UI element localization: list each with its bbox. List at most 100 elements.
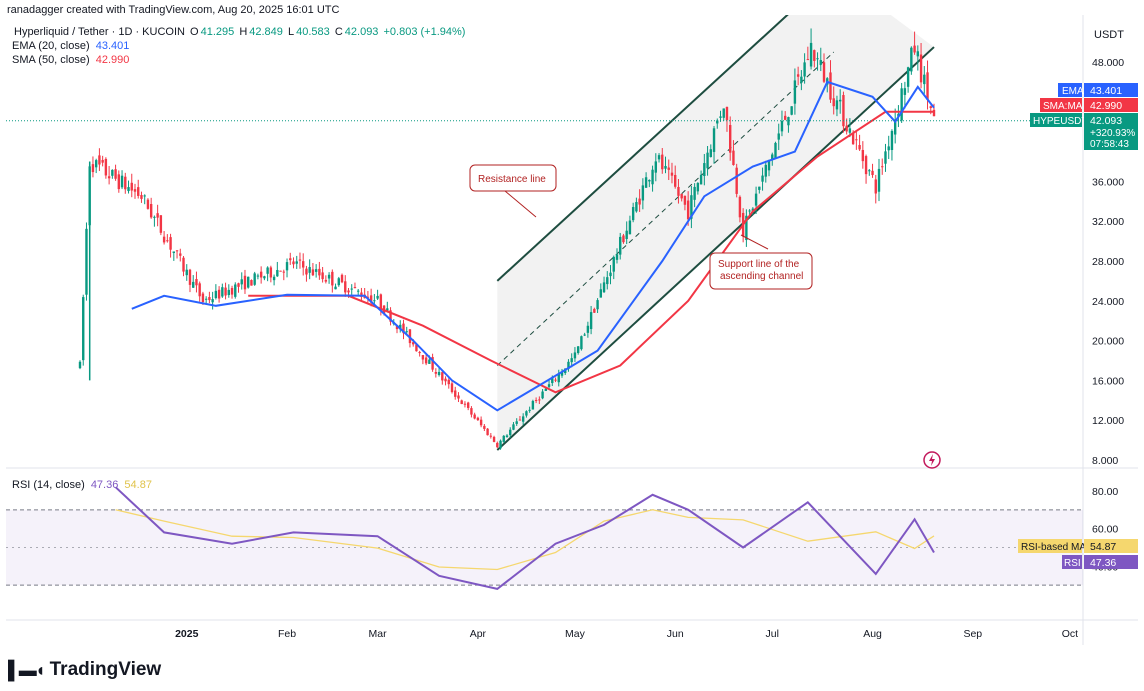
resistance-callout[interactable]: Resistance line bbox=[469, 164, 557, 218]
candle-body bbox=[305, 268, 308, 275]
candle-body bbox=[887, 146, 890, 151]
candle-body bbox=[149, 204, 153, 218]
candle-body bbox=[263, 276, 266, 279]
rsi-ma-axis-label-value: 54.87 bbox=[1090, 541, 1116, 553]
candle-body bbox=[534, 399, 538, 401]
candle-body bbox=[509, 429, 512, 436]
candle-body bbox=[838, 99, 842, 102]
candle-body bbox=[256, 275, 260, 277]
candle-body bbox=[686, 200, 690, 220]
candle-body bbox=[871, 170, 874, 176]
time-tick-label: May bbox=[565, 628, 586, 640]
candle-body bbox=[531, 400, 535, 410]
candle-body bbox=[835, 100, 839, 110]
candle-body bbox=[94, 160, 98, 168]
candle-body bbox=[204, 298, 208, 300]
candle-body bbox=[822, 62, 826, 82]
tradingview-logo[interactable]: ▌▬◖ TradingView bbox=[8, 659, 161, 681]
candle-body bbox=[644, 177, 648, 188]
candle-body bbox=[793, 80, 797, 104]
candle-body bbox=[606, 277, 609, 285]
candle-body bbox=[923, 74, 926, 85]
rsi-legend[interactable]: RSI (14, close) 47.36 54.87 bbox=[12, 478, 152, 492]
candle-body bbox=[855, 139, 858, 141]
candle-body bbox=[347, 290, 350, 293]
sma-50-line[interactable] bbox=[248, 110, 934, 394]
resistance-line[interactable] bbox=[496, 0, 833, 282]
candle-body bbox=[771, 154, 774, 161]
chart-credit: ranadagger created with TradingView.com,… bbox=[7, 4, 340, 16]
rsi-ma-legend-value: 54.87 bbox=[124, 479, 152, 491]
candle-body bbox=[444, 378, 447, 382]
candle-body bbox=[583, 334, 586, 336]
ema-price-label-tag bbox=[1058, 83, 1082, 97]
candle-body bbox=[195, 279, 198, 286]
sma-price-label-value: 42.990 bbox=[1090, 100, 1122, 112]
tradingview-logo-icon: ▌▬◖ bbox=[8, 659, 46, 680]
ema-price-label-box bbox=[1084, 83, 1138, 97]
candle-body bbox=[864, 156, 868, 175]
rsi-line[interactable] bbox=[114, 486, 935, 590]
ema-legend-value: 43.401 bbox=[95, 40, 130, 52]
rsi-ma-axis-label: RSI-based MA 54.87 bbox=[1018, 539, 1138, 553]
candle-body bbox=[677, 186, 680, 196]
sma-legend[interactable]: SMA (50, close) 42.990 bbox=[12, 53, 129, 67]
rsi-ma-axis-label-box bbox=[1084, 539, 1138, 553]
candle-body bbox=[586, 325, 590, 333]
candle-body bbox=[230, 288, 234, 295]
candle-body bbox=[331, 271, 334, 286]
price-tick-label: 8.000 bbox=[1092, 455, 1118, 467]
support-callout[interactable]: Support line of the ascending channel bbox=[709, 234, 813, 290]
candle-body bbox=[408, 329, 412, 344]
candle-body bbox=[738, 196, 742, 218]
ema-price-label-name: EMA bbox=[1062, 86, 1084, 97]
candle-body bbox=[761, 175, 764, 182]
candle-body bbox=[767, 159, 771, 171]
candle-body bbox=[479, 419, 483, 426]
lightning-icon[interactable] bbox=[923, 451, 941, 469]
candles[interactable] bbox=[78, 28, 936, 450]
candle-body bbox=[146, 199, 150, 209]
rsi-legend-label: RSI (14, close) bbox=[12, 479, 85, 491]
candle-body bbox=[428, 359, 431, 364]
sma-legend-value: 42.990 bbox=[95, 54, 130, 66]
rsi-tick-label: 80.00 bbox=[1092, 486, 1118, 498]
price-tick-label: 32.000 bbox=[1092, 216, 1124, 228]
candle-body bbox=[622, 235, 625, 243]
candle-body bbox=[234, 284, 237, 297]
candle-body bbox=[787, 117, 790, 126]
ema-20-line[interactable] bbox=[131, 80, 935, 412]
candle-body bbox=[631, 207, 635, 221]
support-callout-line1: Support line of the bbox=[718, 259, 800, 270]
support-line[interactable] bbox=[496, 46, 935, 451]
candle-body bbox=[130, 182, 133, 191]
candle-body bbox=[405, 331, 408, 333]
candle-body bbox=[699, 174, 703, 185]
candle-body bbox=[376, 295, 379, 299]
candle-body bbox=[418, 352, 421, 354]
ema-legend[interactable]: EMA (20, close) 43.401 bbox=[12, 39, 129, 53]
rsi-axis-label-name: RSI bbox=[1064, 558, 1081, 569]
candle-body bbox=[486, 428, 489, 436]
candle-body bbox=[754, 193, 758, 206]
candle-body bbox=[648, 179, 651, 182]
sma-price-label-box bbox=[1084, 98, 1138, 112]
candle-body bbox=[783, 115, 787, 120]
candle-body bbox=[680, 193, 683, 199]
time-tick-label: Jul bbox=[766, 628, 779, 640]
candle-body bbox=[159, 215, 163, 233]
rsi-ma-line[interactable] bbox=[115, 509, 935, 571]
candle-body bbox=[725, 106, 729, 121]
time-tick-label: 2025 bbox=[175, 628, 199, 640]
time-axis[interactable]: 2025 Feb Mar Apr May Jun Jul Aug Sep Oct bbox=[175, 628, 1078, 640]
candle-body bbox=[124, 176, 127, 190]
ohlc-low: 40.583 bbox=[296, 26, 330, 38]
candle-body bbox=[156, 213, 159, 218]
candle-body bbox=[298, 259, 302, 261]
symbol-legend[interactable]: Hyperliquid / Tether · 1D · KUCOIN O 41.2… bbox=[12, 25, 465, 39]
candle-body bbox=[162, 236, 166, 243]
candle-body bbox=[292, 261, 295, 265]
candle-body bbox=[259, 271, 263, 278]
candle-body bbox=[266, 267, 269, 274]
